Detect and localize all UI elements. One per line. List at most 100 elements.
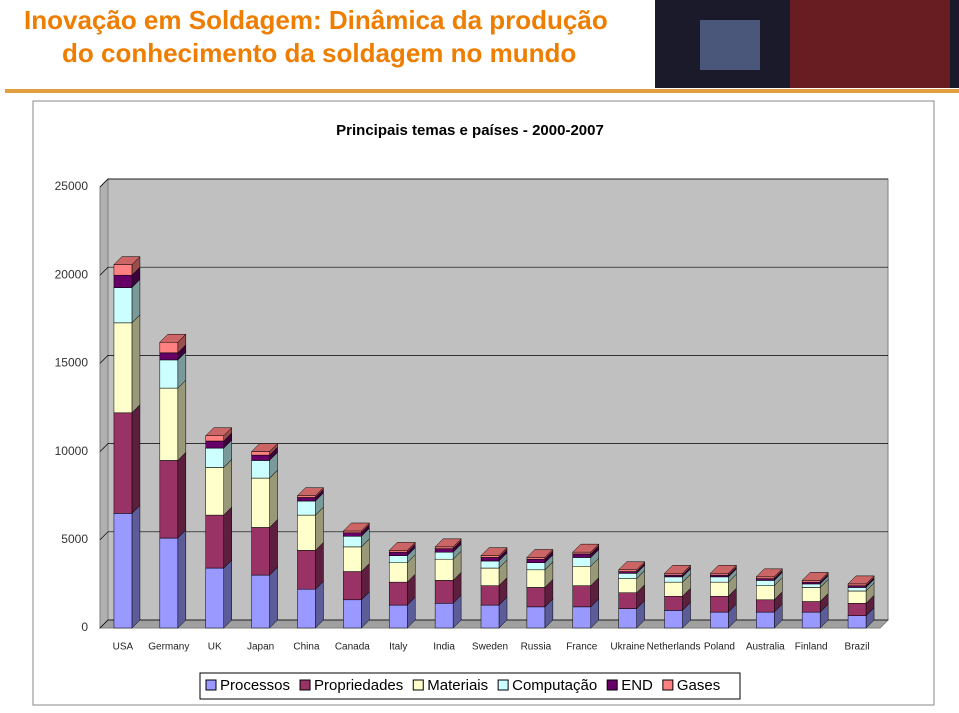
bar-segment <box>526 562 546 571</box>
x-tick-label: India <box>433 642 455 653</box>
bar-segment <box>159 387 179 461</box>
bar-top <box>572 543 600 553</box>
bar-segment <box>388 551 408 556</box>
bar-segment <box>618 578 637 593</box>
x-tick-label: France <box>566 642 598 653</box>
bar-segment <box>572 551 592 555</box>
x-tick-label: Sweden <box>472 642 508 653</box>
bar-segment <box>801 581 821 585</box>
bar-segment <box>343 536 362 548</box>
x-tick-label: UK <box>208 642 222 653</box>
bar-segment <box>664 574 683 578</box>
bar-segment <box>664 610 683 629</box>
bar-segment <box>618 573 637 579</box>
bar-segment <box>801 611 821 629</box>
legend-swatch <box>497 679 509 691</box>
y-tick-label: 0 <box>81 620 88 634</box>
bar-segment <box>297 550 316 590</box>
y-tick-label: 10000 <box>55 444 89 458</box>
header-rule <box>5 89 959 93</box>
grid-line <box>99 355 888 364</box>
bar-segment <box>756 611 775 629</box>
x-tick-label: Poland <box>704 642 735 653</box>
legend-swatch <box>662 679 674 691</box>
bar-side <box>223 559 232 629</box>
bar-segment <box>113 274 133 288</box>
bar-segment <box>113 513 133 629</box>
chart-title: Principais temas e países - 2000-2007 <box>336 122 604 139</box>
bar-top <box>618 561 646 571</box>
bar-segment <box>756 578 775 581</box>
y-tick-label: 25000 <box>55 179 89 193</box>
bar-top <box>526 549 554 558</box>
bar-segment <box>526 557 546 560</box>
bar-side <box>177 529 187 629</box>
bar-segment <box>434 603 454 629</box>
grid-line <box>99 178 888 188</box>
bar-segment <box>388 581 408 606</box>
y-tick-label: 20000 <box>55 267 89 281</box>
bar-segment <box>710 576 729 583</box>
bar-segment <box>664 581 683 597</box>
bar-segment <box>159 460 179 539</box>
bar-side <box>223 506 232 569</box>
bar-segment <box>710 611 729 629</box>
bar-side <box>131 504 141 629</box>
x-tick-label: Brazil <box>845 642 870 653</box>
bar-segment <box>480 560 500 569</box>
bar-segment <box>664 573 683 576</box>
legend-label: Computação <box>512 677 597 694</box>
bar-segment <box>480 567 500 586</box>
bar-segment <box>343 532 362 537</box>
plot: 0 5000 10000 15000 20000 25000 USA Germany UK Jap… <box>55 177 890 653</box>
bar-segment <box>434 546 454 549</box>
grid-line <box>99 443 888 452</box>
x-tick-label: Ukraine <box>610 642 645 653</box>
bar-side <box>223 458 232 516</box>
bar-segment <box>343 530 362 533</box>
bar-side <box>269 566 278 629</box>
bar-segment <box>847 603 867 616</box>
bar-segment <box>526 558 546 563</box>
bar-segment <box>756 599 775 613</box>
bar-segment <box>205 447 224 468</box>
bar-segment <box>526 569 546 588</box>
bar-segment <box>251 451 270 456</box>
bar-segment <box>113 322 133 414</box>
bar-segment <box>618 571 637 574</box>
slide-title: do conhecimento da soldagem no mundo <box>62 38 576 68</box>
bar-side <box>131 404 141 514</box>
bar-segment <box>526 587 546 608</box>
header-photo-part <box>790 0 950 88</box>
x-tick-label: USA <box>113 642 134 653</box>
bar-segment <box>205 567 224 629</box>
bar-segment <box>251 574 270 629</box>
bar-segment <box>801 587 821 602</box>
bar-top <box>709 565 738 574</box>
header-photo-part <box>700 20 760 70</box>
x-tick-label: Australia <box>746 642 785 653</box>
bar-segment <box>572 585 592 608</box>
bar-segment <box>297 495 316 498</box>
bar-segment <box>205 514 224 569</box>
bar-segment <box>572 566 592 586</box>
bar-top <box>755 568 783 578</box>
bar-top <box>388 542 416 551</box>
bar-segment <box>526 606 546 629</box>
legend-label: Propriedades <box>314 677 403 694</box>
bar-segment <box>251 460 270 479</box>
legend <box>199 672 741 700</box>
bar-segment <box>572 606 592 629</box>
bar-segment <box>205 440 224 449</box>
bar-segment <box>297 514 316 551</box>
bar-segment <box>297 500 316 516</box>
bar-segment <box>297 497 316 502</box>
x-tick-label: Canada <box>335 642 370 653</box>
bar-top <box>296 487 325 496</box>
bar-segment <box>434 580 454 604</box>
x-tick-label: China <box>293 642 320 653</box>
bar-side <box>177 451 187 539</box>
bar-segment <box>205 467 224 516</box>
bar-segment <box>847 615 867 629</box>
bar-segment <box>710 595 729 613</box>
